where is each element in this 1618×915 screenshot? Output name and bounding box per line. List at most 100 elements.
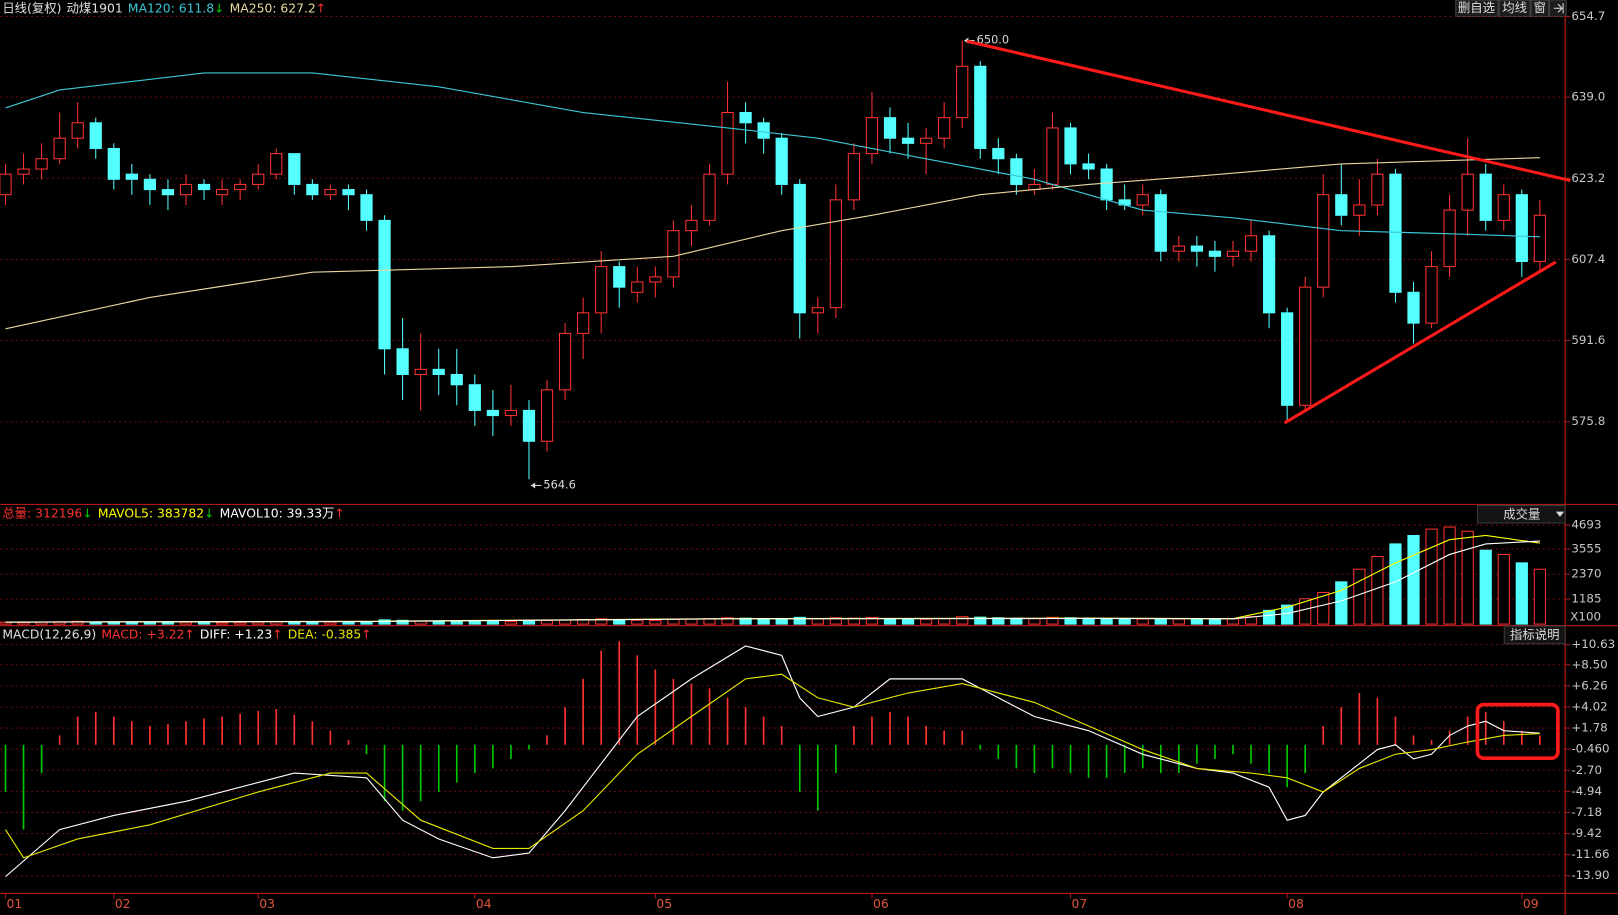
volume-bar (1190, 618, 1203, 625)
toolbar-label[interactable]: 均线 (1502, 1, 1527, 15)
y-tick-label: -0.460 (1571, 742, 1609, 756)
annotation-arrowhead (531, 482, 536, 489)
legend-entry: DEA: -0.385 (288, 627, 362, 641)
candle-body (1100, 168, 1113, 201)
volume-bar (1371, 556, 1384, 625)
volume-bar (1299, 598, 1312, 625)
candle-body (1407, 291, 1420, 324)
toolbar-button[interactable] (1498, 0, 1531, 18)
candle-body (252, 173, 265, 185)
x-tick-label: 02 (115, 897, 131, 911)
candle-body (811, 307, 824, 314)
panel-header: MACD(12,26,9) MACD: +3.22↑ DIFF: +1.23↑ DEA… (2, 627, 371, 641)
y-tick-label: 2370 (1571, 567, 1601, 581)
volume-bar (396, 619, 409, 625)
candle-body (703, 173, 716, 221)
indicator-line (5, 157, 1540, 330)
candle-body (125, 173, 138, 180)
trend-arrow: ↑ (361, 627, 371, 641)
legend-entry: MA250: 627.2 (230, 1, 316, 15)
candle-body (1046, 127, 1059, 185)
indicator-select-label[interactable]: 成交量 (1503, 506, 1540, 521)
y-tick-label: -2.70 (1571, 763, 1602, 777)
x-tick-label: 01 (7, 897, 23, 911)
candle-body (974, 65, 987, 149)
candle-body (613, 266, 626, 288)
trend-arrow: ↑ (334, 506, 344, 520)
volume-bar (504, 621, 518, 625)
volume-bar (883, 618, 897, 625)
volume-bar (1154, 618, 1167, 625)
indicator-line (5, 673, 1540, 859)
toolbar-button[interactable] (1530, 0, 1550, 18)
trend-line (1283, 260, 1557, 425)
toolbar-label[interactable]: 窗 (1534, 1, 1546, 15)
y-tick-label: +1.78 (1571, 721, 1607, 735)
volume-bar (974, 616, 987, 625)
candle-body (558, 332, 572, 391)
y-tick-label: +10.63 (1571, 637, 1615, 651)
x-tick-label: 09 (1523, 897, 1539, 911)
candle-body (17, 168, 30, 175)
y-tick-label: 3555 (1571, 542, 1601, 556)
y-tick-label: 623.2 (1571, 171, 1605, 185)
volume-bar (143, 621, 157, 625)
volume-bar (667, 618, 680, 625)
candle-body (324, 189, 337, 196)
candle-body (378, 219, 391, 350)
candle-body (1154, 194, 1167, 252)
volume-bar (342, 621, 355, 625)
candle-body (342, 189, 355, 196)
legend-entry: DIFF: +1.23 (200, 627, 272, 641)
candle-body (1244, 235, 1258, 252)
candle-body (1479, 173, 1492, 221)
volume-bar (956, 616, 969, 625)
volume-bar (71, 620, 84, 625)
volume-bar (595, 618, 608, 625)
candle-body (1389, 173, 1402, 293)
volume-bar (1100, 618, 1113, 625)
candle-body (1335, 194, 1348, 216)
candle-body (1136, 194, 1149, 206)
volume-bar (1226, 618, 1240, 625)
volume-bar (215, 622, 229, 625)
legend-entry: MACD: +3.22 (101, 627, 184, 641)
candle-body (865, 117, 879, 155)
toolbar-label[interactable]: 删自选 (1458, 1, 1495, 15)
trend-arrow: ↓ (204, 506, 214, 520)
candle-body (1262, 235, 1276, 314)
legend-entry: MAVOL5: 383782 (98, 506, 204, 520)
volume-bar (1208, 618, 1222, 625)
volume-bar (901, 618, 915, 625)
indicator-line (5, 72, 1540, 238)
candle-body (522, 409, 536, 442)
indicator-help[interactable] (1503, 625, 1566, 645)
candle-body (1064, 127, 1077, 165)
volume-bar (1497, 553, 1510, 625)
candle-body (432, 368, 445, 375)
candle-body (685, 219, 698, 232)
candle-body (1317, 194, 1330, 288)
x-tick-label: 08 (1288, 897, 1304, 911)
candle-body (1208, 250, 1222, 257)
candle-body (1082, 163, 1095, 170)
candle-body (956, 65, 969, 119)
indicator-help-label[interactable]: 指标说明 (1510, 627, 1559, 642)
volume-bar (1407, 534, 1420, 625)
trend-arrow: ↑ (316, 1, 326, 15)
y-tick-label: 575.8 (1571, 414, 1605, 428)
volume-bar (1479, 549, 1492, 625)
candle-body (288, 153, 301, 185)
volume-bar (721, 617, 734, 625)
candle-body (1010, 158, 1023, 185)
candle-body (631, 281, 644, 293)
indicator-select[interactable] (1476, 504, 1566, 524)
volume-bar (1461, 530, 1474, 625)
candle-body (107, 147, 120, 180)
volume-bar (1046, 616, 1059, 625)
volume-bar (252, 621, 265, 625)
volume-bar (613, 619, 626, 625)
volume-bar (1389, 543, 1402, 625)
candle-body (901, 137, 915, 144)
